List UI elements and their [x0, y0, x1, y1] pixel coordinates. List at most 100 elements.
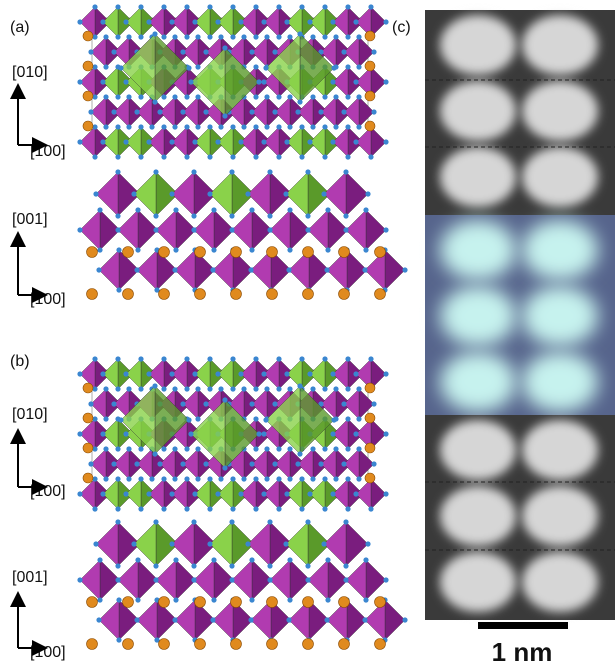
- oxygen: [343, 563, 348, 568]
- oxygen: [299, 356, 304, 361]
- oxygen: [356, 94, 361, 99]
- cation: [159, 289, 170, 300]
- cation: [339, 289, 350, 300]
- oxygen: [284, 371, 289, 376]
- oxygen: [134, 267, 139, 272]
- oxygen: [287, 207, 292, 212]
- cation: [365, 473, 375, 483]
- oxygen: [322, 386, 327, 391]
- oxygen: [126, 34, 131, 39]
- oxygen: [343, 227, 348, 232]
- oxygen: [249, 401, 254, 406]
- oxygen: [299, 124, 304, 129]
- oxygen: [192, 19, 197, 24]
- oxygen: [276, 506, 281, 511]
- oxygen: [356, 124, 361, 129]
- cation: [231, 247, 242, 258]
- oxygen: [345, 94, 350, 99]
- oxygen: [116, 287, 121, 292]
- oxygen: [172, 476, 177, 481]
- oxygen: [287, 247, 292, 252]
- oxygen: [184, 124, 189, 129]
- oxygen: [371, 49, 376, 54]
- cation: [83, 473, 93, 483]
- oxygen: [195, 476, 200, 481]
- oxygen: [103, 64, 108, 69]
- oxygen: [172, 124, 177, 129]
- oxygen: [341, 49, 346, 54]
- oxygen: [222, 397, 227, 402]
- cation: [87, 639, 98, 650]
- face: [385, 600, 405, 640]
- face: [194, 210, 214, 250]
- oxygen: [218, 476, 223, 481]
- oxygen: [345, 4, 350, 9]
- oxygen: [195, 386, 200, 391]
- oxygen: [207, 191, 212, 196]
- oxygen: [353, 19, 358, 24]
- oxygen: [261, 79, 266, 84]
- oxygen: [283, 541, 288, 546]
- oxygen: [383, 139, 388, 144]
- oxygen: [77, 19, 82, 24]
- oxygen: [115, 386, 120, 391]
- cation: [339, 639, 350, 650]
- oxygen: [353, 139, 358, 144]
- oxygen: [249, 49, 254, 54]
- oxygen: [97, 247, 102, 252]
- oxygen: [284, 19, 289, 24]
- cation: [83, 383, 93, 393]
- oxygen: [310, 386, 315, 391]
- oxygen: [365, 191, 370, 196]
- panel-label: (b): [10, 353, 30, 370]
- oxygen: [138, 386, 143, 391]
- oxygen: [276, 356, 281, 361]
- oxygen: [345, 124, 350, 129]
- oxygen: [173, 597, 178, 602]
- oxygen: [249, 109, 254, 114]
- atom-column: [522, 220, 598, 280]
- oxygen: [267, 213, 272, 218]
- oxygen: [287, 446, 292, 451]
- face: [156, 560, 176, 600]
- oxygen: [222, 465, 227, 470]
- oxygen: [186, 417, 191, 422]
- atom-column: [440, 147, 516, 207]
- oxygen: [195, 446, 200, 451]
- oxygen: [324, 617, 329, 622]
- face: [366, 560, 386, 600]
- oxygen: [103, 94, 108, 99]
- cation: [303, 597, 314, 608]
- oxygen: [115, 94, 120, 99]
- oxygen: [341, 401, 346, 406]
- oxygen: [356, 64, 361, 69]
- atom-column: [440, 15, 516, 75]
- oxygen: [333, 476, 338, 481]
- cation: [375, 597, 386, 608]
- oxygen: [368, 506, 373, 511]
- oxygen: [103, 446, 108, 451]
- oxygen: [345, 34, 350, 39]
- oxygen: [272, 109, 277, 114]
- oxygen: [173, 207, 178, 212]
- oxygen: [77, 371, 82, 376]
- oxygen: [88, 401, 93, 406]
- oxygen: [215, 139, 220, 144]
- face: [385, 250, 405, 290]
- oxygen: [253, 34, 258, 39]
- oxygen: [97, 207, 102, 212]
- oxygen: [299, 4, 304, 9]
- oxygen: [215, 371, 220, 376]
- oxygen: [203, 49, 208, 54]
- cation: [195, 597, 206, 608]
- atom-column: [522, 147, 598, 207]
- oxygen: [186, 65, 191, 70]
- atom-column: [522, 552, 598, 612]
- oxygen: [362, 617, 367, 622]
- oxygen: [253, 94, 258, 99]
- oxygen: [276, 154, 281, 159]
- oxygen: [238, 371, 243, 376]
- oxygen: [111, 461, 116, 466]
- oxygen: [267, 227, 272, 232]
- atom-column: [522, 286, 598, 346]
